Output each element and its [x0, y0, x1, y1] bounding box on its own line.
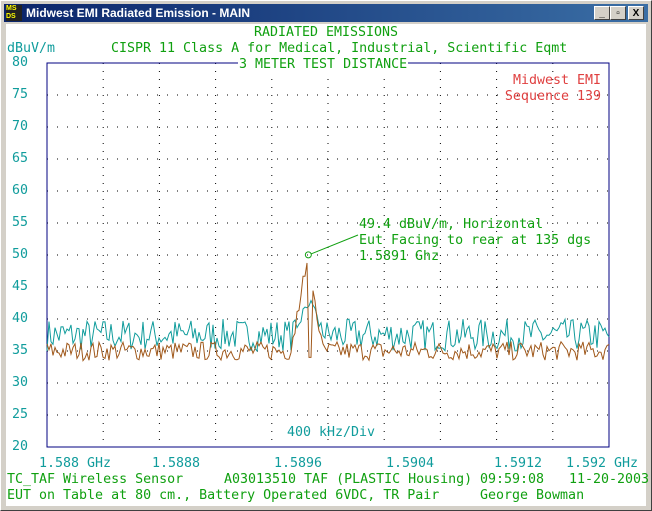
test-date: 11-20-2003: [569, 472, 650, 487]
x-tick-label: 1.588 GHz: [39, 456, 112, 471]
test-distance: 3 METER TEST DISTANCE: [238, 57, 409, 73]
x-tick-label: 1.5904: [386, 456, 435, 471]
app-icon: MS DS: [6, 5, 22, 21]
title-bar[interactable]: MS DS Midwest EMI Radiated Emission - MA…: [4, 4, 648, 22]
sequence-label: Sequence 139: [504, 89, 601, 104]
y-tick-label: 20: [12, 439, 29, 454]
x-division-label: 400 kHz/Div: [287, 425, 376, 440]
y-tick-label: 75: [12, 87, 29, 102]
x-tick-label: 1.592 GHz: [566, 456, 639, 471]
minimize-button[interactable]: _: [594, 6, 610, 20]
y-tick-label: 70: [12, 119, 29, 134]
company-label: Midwest EMI: [512, 73, 601, 88]
eut-name: TC_TAF Wireless Sensor: [7, 472, 184, 487]
marker-level: 49.4 dBuV/m, Horizontal: [359, 217, 544, 232]
test-setup: EUT on Table at 80 cm., Battery Operated…: [7, 488, 440, 503]
x-tick-label: 1.5912: [494, 456, 543, 471]
trace-series-2: [46, 262, 610, 362]
marker-orientation: Eut Facing to rear at 135 dgs: [359, 233, 592, 248]
y-tick-label: 45: [12, 279, 29, 294]
peak-marker: [304, 251, 312, 259]
chart-subtitle: CISPR 11 Class A for Medical, Industrial…: [111, 41, 568, 56]
y-tick-label: 30: [12, 375, 29, 390]
trace-series-1: [46, 299, 610, 353]
plot-area: RADIATED EMISSIONS CISPR 11 Class A for …: [6, 24, 650, 506]
close-button[interactable]: X: [628, 6, 644, 20]
eut-id: A03013510 TAF (PLASTIC Housing): [224, 472, 473, 487]
y-axis-label: dBuV/m: [7, 41, 56, 56]
y-tick-label: 40: [12, 311, 29, 326]
y-tick-label: 35: [12, 343, 29, 358]
x-tick-label: 1.5888: [152, 456, 201, 471]
y-tick-label: 25: [12, 407, 29, 422]
y-tick-label: 65: [12, 151, 29, 166]
y-tick-label: 50: [12, 247, 29, 262]
y-tick-label: 55: [12, 215, 29, 230]
marker-leader-line: [311, 234, 359, 255]
test-time: 09:59:08: [480, 472, 545, 487]
window-title: Midwest EMI Radiated Emission - MAIN: [26, 6, 251, 20]
y-tick-label: 80: [12, 55, 29, 70]
marker-frequency: 1.5891 Ghz: [359, 249, 440, 264]
restore-button[interactable]: ▫: [610, 6, 626, 20]
y-tick-label: 60: [12, 183, 29, 198]
x-tick-label: 1.5896: [274, 456, 323, 471]
operator: George Bowman: [480, 488, 585, 503]
chart-title: RADIATED EMISSIONS: [253, 25, 399, 40]
